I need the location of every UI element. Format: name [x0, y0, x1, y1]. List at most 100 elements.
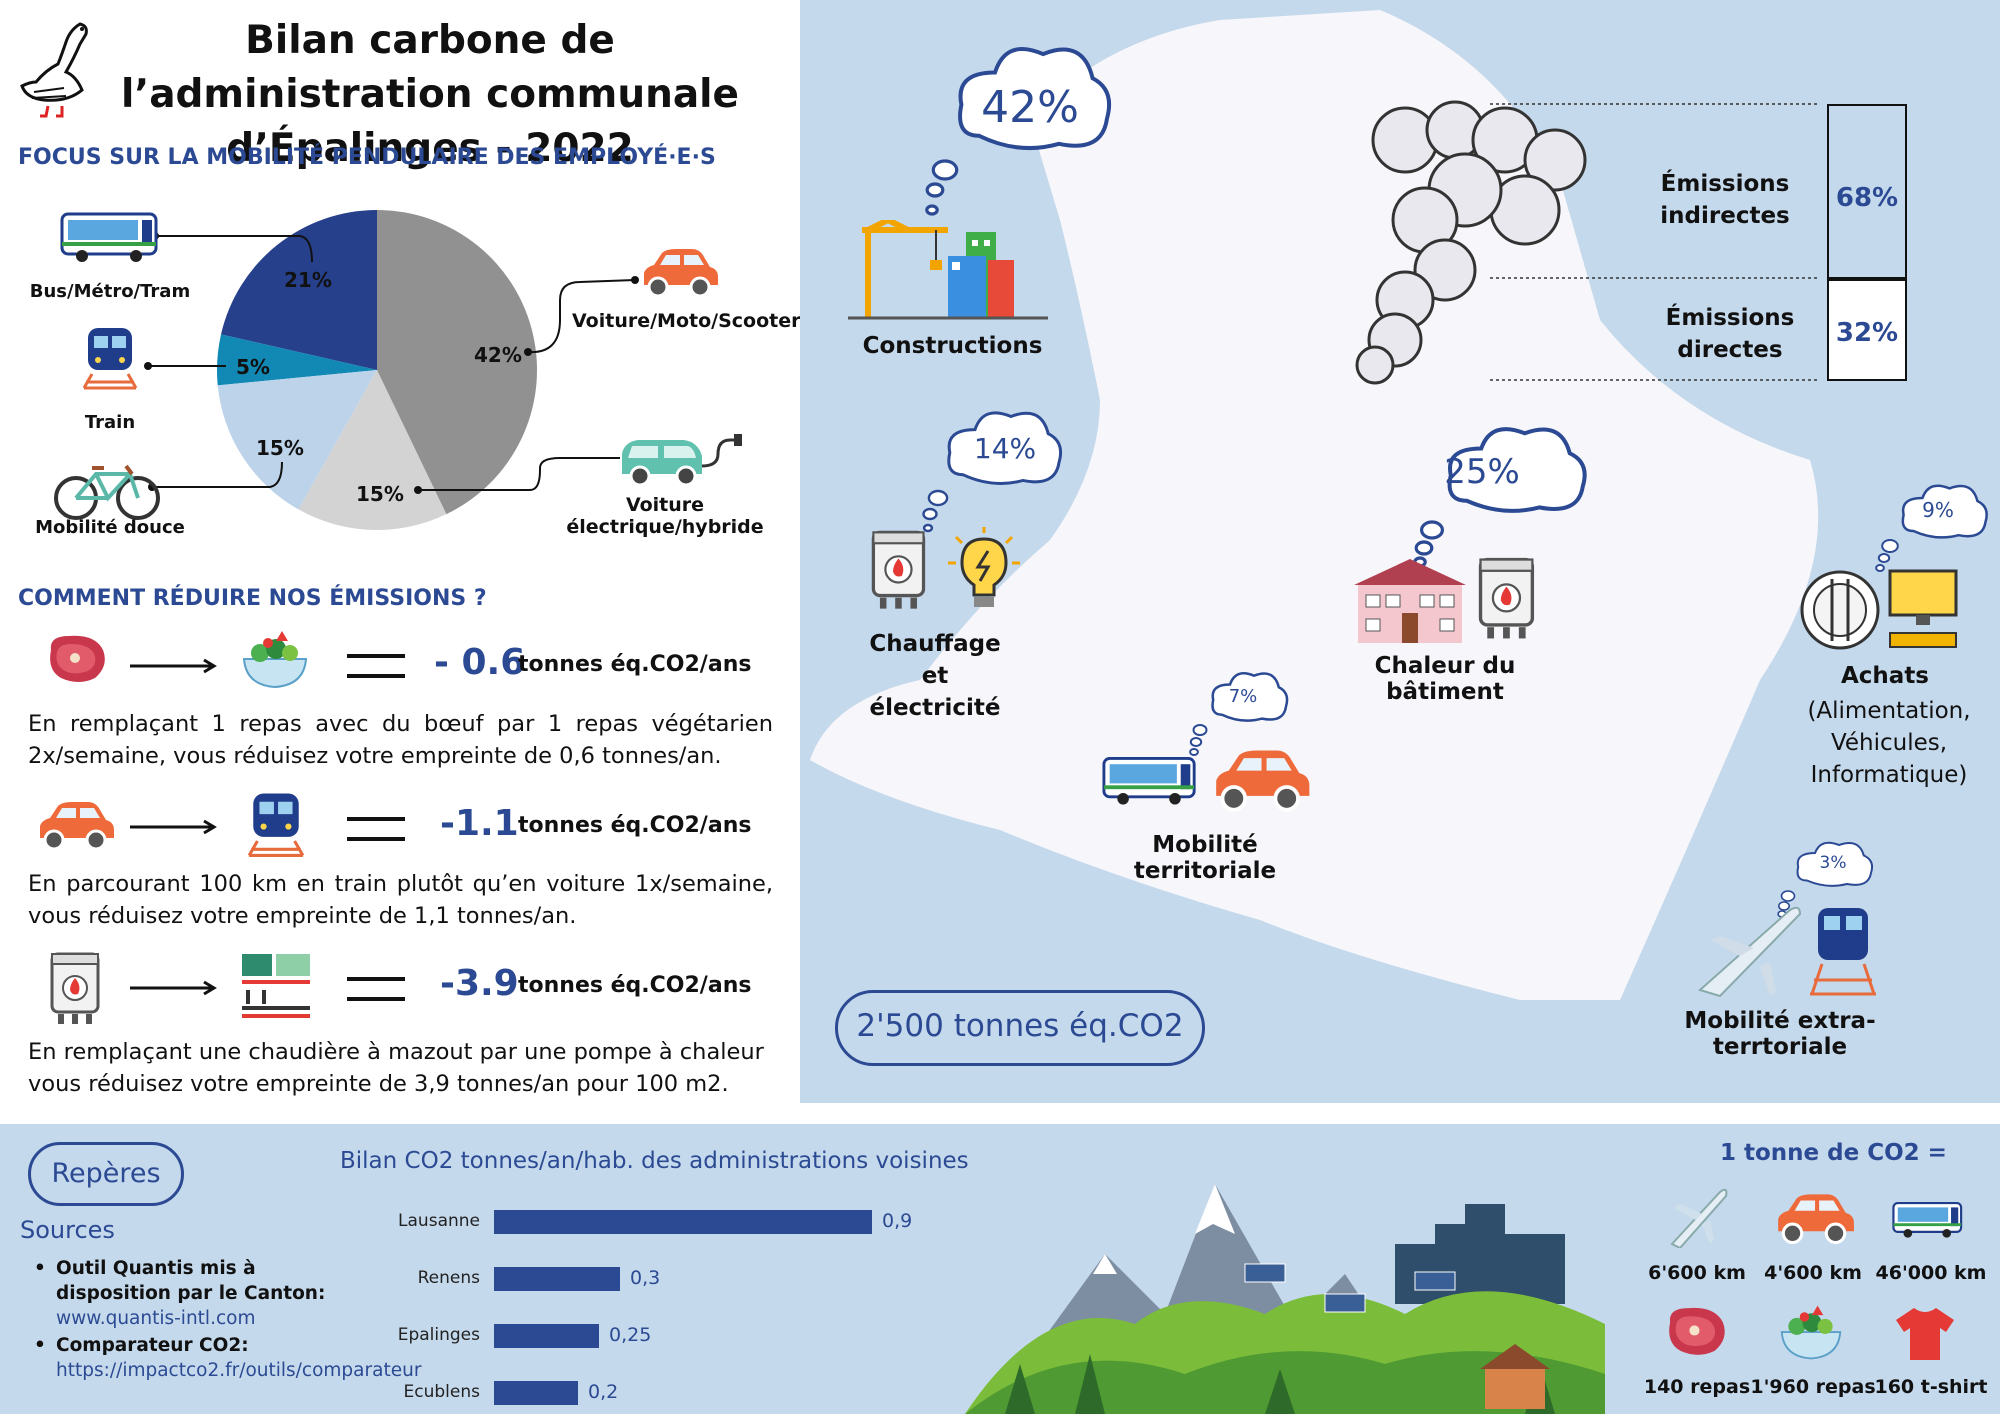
- lightbulb-icon: [948, 527, 1020, 607]
- pie-slice-train: [217, 334, 377, 386]
- total-emissions-badge: [835, 990, 1205, 1066]
- car-icon: [40, 802, 114, 851]
- electric-car-icon: [622, 434, 742, 487]
- bullet: •: [34, 1335, 46, 1356]
- pie-label-soft: 15%: [256, 436, 304, 460]
- epalinges-map-shape: [810, 10, 1819, 1000]
- boiler-icon: [871, 530, 926, 609]
- reduce-value-train: -1.1: [440, 803, 519, 844]
- pct-territorial-mobility: 7%: [1228, 686, 1258, 707]
- cloud-purchases: [1875, 484, 1988, 572]
- mode-label-bus: Bus/Métro/Tram: [29, 281, 191, 302]
- map-panel: Émissions indirectes 68% Émissions direc…: [800, 0, 2000, 1103]
- label-territorial-mobility: Mobilité territoriale: [1133, 832, 1277, 884]
- boiler-icon: [50, 952, 100, 1024]
- emission-label-indirect: Émissions indirectes: [1660, 171, 1790, 229]
- source-text: Outil Quantis mis à disposition par le C…: [56, 1258, 326, 1304]
- train-icon: [247, 793, 305, 858]
- pct-purchases: 9%: [1922, 498, 1954, 522]
- bus-icon: [1892, 1202, 1963, 1238]
- reperes-title: Repères: [51, 1158, 161, 1189]
- arrow-icon: [130, 980, 217, 996]
- meat-icon: [50, 635, 105, 682]
- pie-slice-bus: [221, 210, 377, 370]
- bar-value-label: 0,25: [609, 1324, 652, 1346]
- mode-label-soft: Mobilité douce: [35, 517, 185, 538]
- plane-train-icon: [1697, 906, 1876, 998]
- label-constructions: Constructions: [862, 333, 1043, 359]
- school-building-icon: [1354, 559, 1466, 643]
- bar-label: Ecublens: [403, 1382, 480, 1402]
- arrow-icon: [130, 819, 217, 835]
- salad-icon: [242, 631, 308, 689]
- cloud-building-heat: [1413, 427, 1587, 568]
- pie-label-train: 5%: [236, 355, 270, 379]
- page-title: Bilan carbone de l’administration commun…: [121, 18, 739, 171]
- pie-slice-soft: [217, 370, 377, 510]
- bicycle-icon: [54, 464, 160, 520]
- goose-logo-icon: [20, 22, 88, 118]
- emissions-box-direct: [1827, 279, 1907, 381]
- label-extra-mobility: Mobilité extra-terrtoriale: [1684, 1008, 1876, 1060]
- reperes-panel: Repères Sources • Outil Quantis mis à di…: [0, 1124, 2000, 1414]
- source-link-quantis[interactable]: www.quantis-intl.com: [56, 1308, 256, 1329]
- bus-icon: [1102, 757, 1196, 805]
- reduce-unit-train: tonnes éq.CO2/ans: [518, 813, 752, 838]
- heat-pump-icon: [242, 954, 310, 1018]
- mode-label-train: Train: [84, 412, 136, 433]
- reduce-text-heating: En remplaçant une chaudière à mazout par…: [28, 1039, 764, 1097]
- source-link-impactco2[interactable]: https://impactco2.fr/outils/comparateur: [56, 1360, 422, 1381]
- emissions-box-indirect: [1827, 104, 1907, 279]
- pie-label-bus: 21%: [284, 268, 332, 292]
- smoke-cloud-icon: [1355, 100, 1587, 385]
- mobility-pie-chart: [217, 210, 537, 530]
- bar-value-label: 0,9: [882, 1210, 913, 1232]
- mode-label-car: Voiture/Moto/Scooter: [572, 310, 801, 332]
- bar-label: Lausanne: [398, 1211, 480, 1231]
- equiv-label-tshirt: 160 t-shirt: [1874, 1376, 1988, 1398]
- label-building-heat: Chaleur du bâtiment: [1374, 653, 1516, 705]
- cloud-heating: [922, 411, 1063, 533]
- pie-slice-electric: [298, 370, 447, 530]
- landscape-illustration: [965, 1184, 1605, 1414]
- sources-list: • Outil Quantis mis à disposition par le…: [30, 1256, 422, 1383]
- bar-label: Renens: [417, 1268, 480, 1288]
- equiv-label-plane: 6'600 km: [1648, 1262, 1746, 1284]
- equiv-label-bus: 46'000 km: [1875, 1262, 1987, 1284]
- cloud-constructions: [925, 46, 1112, 216]
- equiv-label-meat: 140 repas: [1643, 1376, 1751, 1398]
- bar: [494, 1324, 599, 1348]
- boiler-icon: [1478, 557, 1535, 639]
- cloud-territorial: [1189, 672, 1289, 756]
- pct-extra-mobility: 3%: [1819, 853, 1847, 873]
- salad-icon: [1780, 1305, 1842, 1360]
- mobility-heading: FOCUS SUR LA MOBILITÉ PENDULAIRE DES EMP…: [18, 145, 716, 170]
- emission-divider-lines: [1490, 103, 1820, 381]
- car-icon: [644, 249, 718, 298]
- reduce-heading: COMMENT RÉDUIRE NOS ÉMISSIONS ?: [18, 586, 487, 611]
- bus-icon: [60, 212, 158, 262]
- tshirt-icon: [1896, 1308, 1954, 1360]
- pct-building-heat: 25%: [1444, 452, 1520, 492]
- equals-icon: [347, 654, 405, 678]
- emission-pct-direct: 32%: [1835, 318, 1899, 348]
- equiv-title: 1 tonne de CO2 =: [1720, 1140, 1947, 1166]
- reperes-badge: [28, 1142, 184, 1206]
- equals-icon: [347, 977, 405, 1001]
- reduce-unit-meat: tonnes éq.CO2/ans: [518, 652, 752, 677]
- bar-label: Epalinges: [397, 1325, 480, 1345]
- bullet: •: [34, 1258, 46, 1279]
- thought-clouds: [922, 46, 1988, 918]
- mode-label-electric: Voiture électrique/hybride: [566, 494, 764, 538]
- bar: [494, 1210, 872, 1234]
- bar-value-label: 0,2: [588, 1381, 619, 1403]
- reduce-value-heating: -3.9: [440, 963, 519, 1004]
- reduce-value-meat: - 0.6: [434, 642, 526, 683]
- construction-icon: [848, 220, 1048, 320]
- bar: [494, 1381, 578, 1405]
- car-icon: [1778, 1194, 1854, 1245]
- pie-label-electric: 15%: [356, 482, 404, 506]
- pct-constructions: 42%: [981, 82, 1079, 133]
- train-icon: [82, 328, 138, 390]
- source-item: • Comparateur CO2: https://impactco2.fr/…: [30, 1333, 422, 1383]
